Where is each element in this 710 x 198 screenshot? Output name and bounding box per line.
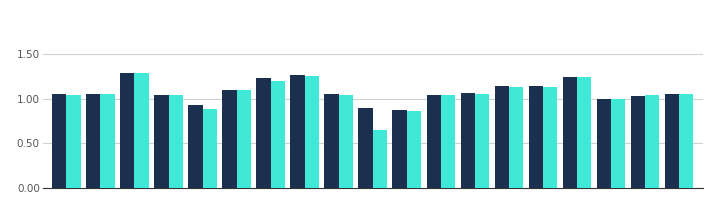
Bar xyxy=(441,95,455,188)
Bar xyxy=(290,75,305,188)
Bar xyxy=(67,95,81,188)
Bar xyxy=(529,86,543,188)
Bar xyxy=(236,90,251,188)
Bar xyxy=(271,81,285,188)
Bar xyxy=(202,109,217,188)
Bar xyxy=(630,96,645,188)
Bar xyxy=(359,108,373,188)
Bar xyxy=(509,87,523,188)
Bar xyxy=(407,111,421,188)
Bar xyxy=(52,94,67,188)
Bar xyxy=(86,94,100,188)
Bar xyxy=(475,94,489,188)
Bar xyxy=(154,95,168,188)
Bar xyxy=(393,110,407,188)
Bar xyxy=(324,94,339,188)
Bar xyxy=(577,77,591,188)
Bar xyxy=(562,77,577,188)
Bar xyxy=(256,78,271,188)
Bar xyxy=(611,99,626,188)
Bar xyxy=(645,95,660,188)
Bar xyxy=(120,73,134,188)
Bar xyxy=(134,73,149,188)
Bar xyxy=(339,95,353,188)
Bar xyxy=(373,130,387,188)
Bar xyxy=(222,90,236,188)
Bar xyxy=(305,76,319,188)
Bar xyxy=(495,86,509,188)
Bar xyxy=(665,93,679,188)
Bar xyxy=(188,105,202,188)
Bar xyxy=(168,95,183,188)
Bar xyxy=(679,94,694,188)
Bar xyxy=(596,99,611,188)
Bar xyxy=(427,95,441,188)
Bar xyxy=(461,93,475,188)
Bar xyxy=(543,87,557,188)
Bar xyxy=(100,94,115,188)
